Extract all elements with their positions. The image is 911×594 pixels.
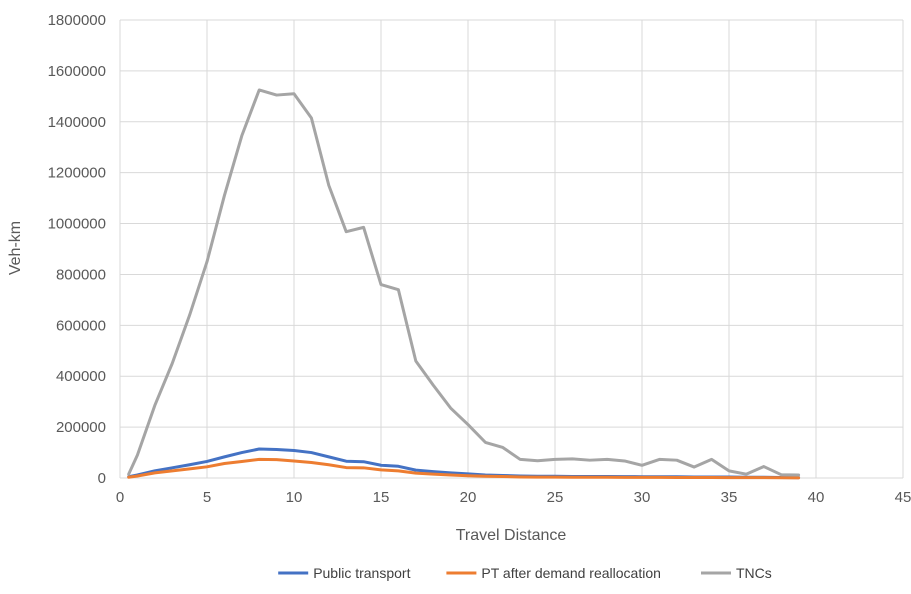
x-axis-title: Travel Distance <box>456 527 567 544</box>
legend-item: TNCs <box>701 565 772 581</box>
x-tick-label: 20 <box>460 489 477 506</box>
legend-item: Public transport <box>278 565 411 581</box>
series-line-1 <box>127 457 801 480</box>
y-tick-label: 0 <box>98 470 106 487</box>
x-tick-label: 10 <box>286 489 303 506</box>
x-tick-label: 40 <box>808 489 825 506</box>
x-tick-label: 45 <box>895 489 911 506</box>
y-axis-title: Veh-km <box>7 221 24 275</box>
series-line-2 <box>127 88 801 477</box>
series-lines <box>127 88 801 480</box>
y-tick-label: 200000 <box>56 419 106 436</box>
x-tick-label: 0 <box>116 489 124 506</box>
y-tick-label: 1600000 <box>48 63 106 80</box>
y-tick-label: 800000 <box>56 266 106 283</box>
x-tick-label: 15 <box>373 489 390 506</box>
x-tick-label: 5 <box>203 489 211 506</box>
y-tick-label: 1200000 <box>48 165 106 182</box>
legend: Public transport PT after demand realloca… <box>278 565 772 581</box>
y-tick-label: 1000000 <box>48 216 106 233</box>
x-tick-label: 30 <box>634 489 651 506</box>
y-tick-label: 1400000 <box>48 114 106 131</box>
grid-lines <box>119 19 904 479</box>
legend-label: Public transport <box>313 565 410 581</box>
legend-label: TNCs <box>736 565 772 581</box>
legend-item: PT after demand reallocation <box>446 565 661 581</box>
tick-labels: 0 200000 400000 600000 800000 1000000 1200000 1… <box>48 12 911 506</box>
y-tick-label: 600000 <box>56 317 106 334</box>
legend-label: PT after demand reallocation <box>481 565 661 581</box>
y-tick-label: 400000 <box>56 368 106 385</box>
y-tick-label: 1800000 <box>48 12 106 29</box>
x-tick-label: 35 <box>721 489 738 506</box>
x-tick-label: 25 <box>547 489 564 506</box>
